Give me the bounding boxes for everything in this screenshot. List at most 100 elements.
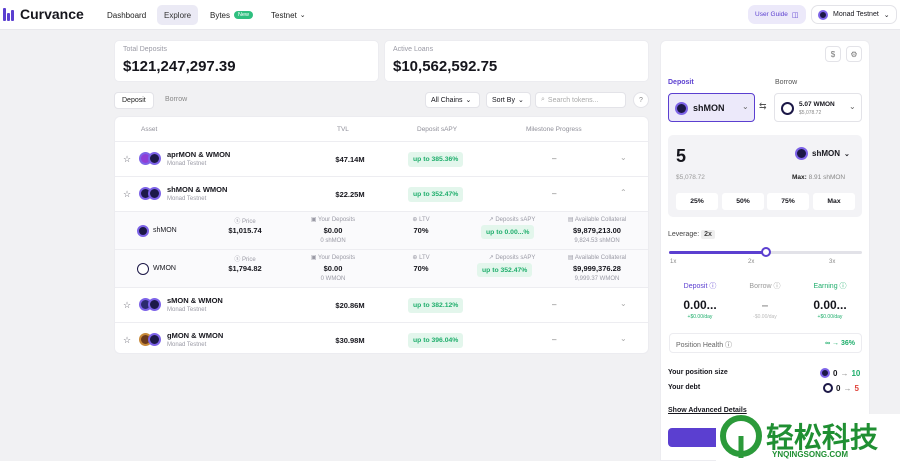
dollar-icon[interactable]: $: [825, 46, 841, 62]
position-to: 10: [851, 368, 861, 378]
deposits-sub: 0 WMON: [320, 276, 346, 282]
health-label: Position Health ⓘ: [676, 342, 733, 349]
deposits-label-text: Your Deposits: [318, 255, 356, 261]
collateral-label: ▤ Available Collateral: [567, 217, 627, 223]
ltv-label: ⊕ LTV: [412, 217, 430, 223]
ltv-label-text: LTV: [419, 255, 430, 261]
position-size-label: Your position size: [668, 369, 728, 376]
star-icon[interactable]: ☆: [123, 189, 132, 199]
top-bar: Curvance Dashboard Explore Bytes New Test…: [0, 0, 900, 30]
pill-max-button[interactable]: Max: [813, 193, 855, 210]
tick-3x: 3x: [829, 259, 836, 265]
search-input[interactable]: ⌕ Search tokens...: [535, 92, 626, 108]
borrow-token-select[interactable]: 5.07 WMON $5,078.72 ⌄: [774, 93, 862, 122]
pill-50-button[interactable]: 50%: [722, 193, 764, 210]
amount-input[interactable]: 5: [676, 146, 687, 166]
sort-dropdown[interactable]: Sort By ⌄: [486, 92, 531, 108]
deposits-label: ▣ Your Deposits: [310, 255, 356, 261]
tick-2x: 2x: [748, 259, 755, 265]
deposit-token-select[interactable]: shMON ⌄: [668, 93, 755, 122]
position-size-value: 0 → 10: [820, 368, 860, 378]
network-label: Monad Testnet: [833, 11, 879, 18]
metric-label-text: Deposit: [683, 283, 708, 290]
search-placeholder: Search tokens...: [547, 96, 599, 104]
earning-metric-label: Earning ⓘ: [813, 283, 847, 290]
deposit-metric-value: 0.00...: [683, 298, 717, 312]
header-asset: Asset: [141, 126, 158, 133]
leverage-slider-knob[interactable]: [760, 247, 771, 257]
pill-75-button[interactable]: 75%: [767, 193, 809, 210]
table-row[interactable]: ☆ gMON & WMON Monad Testnet $30.98M up t…: [115, 322, 648, 353]
gear-icon[interactable]: ⚙: [846, 46, 862, 62]
pill-25-button[interactable]: 25%: [676, 193, 718, 210]
swap-icon[interactable]: ⇆: [759, 101, 767, 111]
metric-label-text: Earning: [813, 283, 838, 290]
amount-token-select[interactable]: shMON ⌄: [795, 147, 850, 160]
table-row[interactable]: ☆ sMON & WMON Monad Testnet $20.86M up t…: [115, 287, 648, 322]
filter-label: Sort By: [492, 96, 515, 104]
watermark-logo: 轻松科技 YNQINGSONG.COM: [716, 414, 900, 461]
token-name: WMON: [153, 265, 176, 272]
earning-metric-sub: +$0.00/day: [817, 314, 843, 320]
star-icon[interactable]: ☆: [123, 154, 132, 164]
amount-usd: $5,078.72: [676, 174, 705, 181]
brand-logo[interactable]: Curvance: [3, 6, 84, 22]
nav-testnet[interactable]: Testnet ⌄: [264, 5, 313, 25]
watermark-url: YNQINGSONG.COM: [772, 450, 849, 459]
tab-panel-deposit[interactable]: Deposit: [668, 79, 694, 86]
leverage-label-text: Leverage:: [668, 231, 700, 238]
network-selector[interactable]: Monad Testnet ⌄: [811, 5, 897, 24]
chevron-down-icon[interactable]: ⌄: [620, 334, 627, 343]
wmon-icon: [781, 102, 794, 115]
deposits-sub: 0 shMON: [320, 238, 346, 244]
collateral-label-text: Available Collateral: [574, 217, 627, 223]
deposit-metric-sub: +$0.00/day: [687, 314, 713, 320]
apy-badge: up to 0.00...%: [481, 225, 535, 239]
chains-filter[interactable]: All Chains ⌄: [425, 92, 480, 108]
deposits-label: ▣ Your Deposits: [310, 217, 356, 223]
tick-1x: 1x: [670, 259, 677, 265]
user-guide-button[interactable]: User Guide ◫: [748, 5, 806, 24]
collateral-sub: 9,999.37 WMON: [574, 276, 620, 282]
chevron-down-icon: ⌄: [742, 102, 749, 111]
chevron-down-icon: ⌄: [883, 11, 890, 19]
apy-label-text: Deposits sAPY: [495, 255, 536, 261]
health-label-text: Position Health: [676, 342, 724, 349]
filter-label: All Chains: [431, 96, 463, 104]
star-icon[interactable]: ☆: [123, 300, 132, 310]
chevron-down-icon: ⌄: [299, 12, 306, 19]
pair-name: sMON & WMON: [167, 296, 223, 305]
pair-name: gMON & WMON: [167, 331, 224, 340]
leverage-value: 2x: [701, 230, 715, 239]
table-row[interactable]: ☆ aprMON & WMON Monad Testnet $47.14M up…: [115, 141, 648, 176]
stat-label: Total Deposits: [123, 46, 167, 53]
advanced-details-link[interactable]: Show Advanced Details: [668, 407, 747, 414]
price-label-text: Price: [242, 219, 256, 225]
chevron-down-icon[interactable]: ⌄: [620, 153, 627, 162]
nav-explore[interactable]: Explore: [157, 5, 199, 25]
ltv-label-text: LTV: [419, 217, 430, 223]
chevron-down-icon[interactable]: ⌄: [620, 299, 627, 308]
chevron-up-icon[interactable]: ⌃: [620, 188, 627, 197]
tab-deposit[interactable]: Deposit: [114, 92, 154, 109]
brand-name: Curvance: [20, 6, 84, 22]
tab-borrow[interactable]: Borrow: [165, 96, 188, 103]
leverage-slider[interactable]: [669, 247, 862, 257]
nav-label: Testnet: [271, 10, 297, 20]
metric-label-text: Borrow: [749, 283, 772, 290]
nav-dashboard[interactable]: Dashboard: [100, 5, 153, 25]
borrow-token-usd: $5,078.72: [799, 110, 822, 116]
chevron-down-icon: ⌄: [844, 150, 850, 158]
milestone-value: –: [552, 300, 557, 309]
help-icon[interactable]: ?: [633, 92, 649, 108]
earning-metric-value: 0.00...: [813, 298, 847, 312]
token-pair-icon: [139, 333, 163, 347]
chevron-down-icon: ⌄: [849, 102, 856, 111]
apy-badge: up to 385.36%: [408, 152, 464, 167]
star-icon[interactable]: ☆: [123, 335, 132, 345]
table-row[interactable]: ☆ shMON & WMON Monad Testnet $22.25M up …: [115, 176, 648, 211]
borrow-metric-value: –: [761, 298, 769, 312]
tab-panel-borrow[interactable]: Borrow: [775, 79, 798, 86]
nav-bytes[interactable]: Bytes New: [203, 5, 260, 25]
chevron-down-icon: ⌄: [517, 97, 524, 104]
